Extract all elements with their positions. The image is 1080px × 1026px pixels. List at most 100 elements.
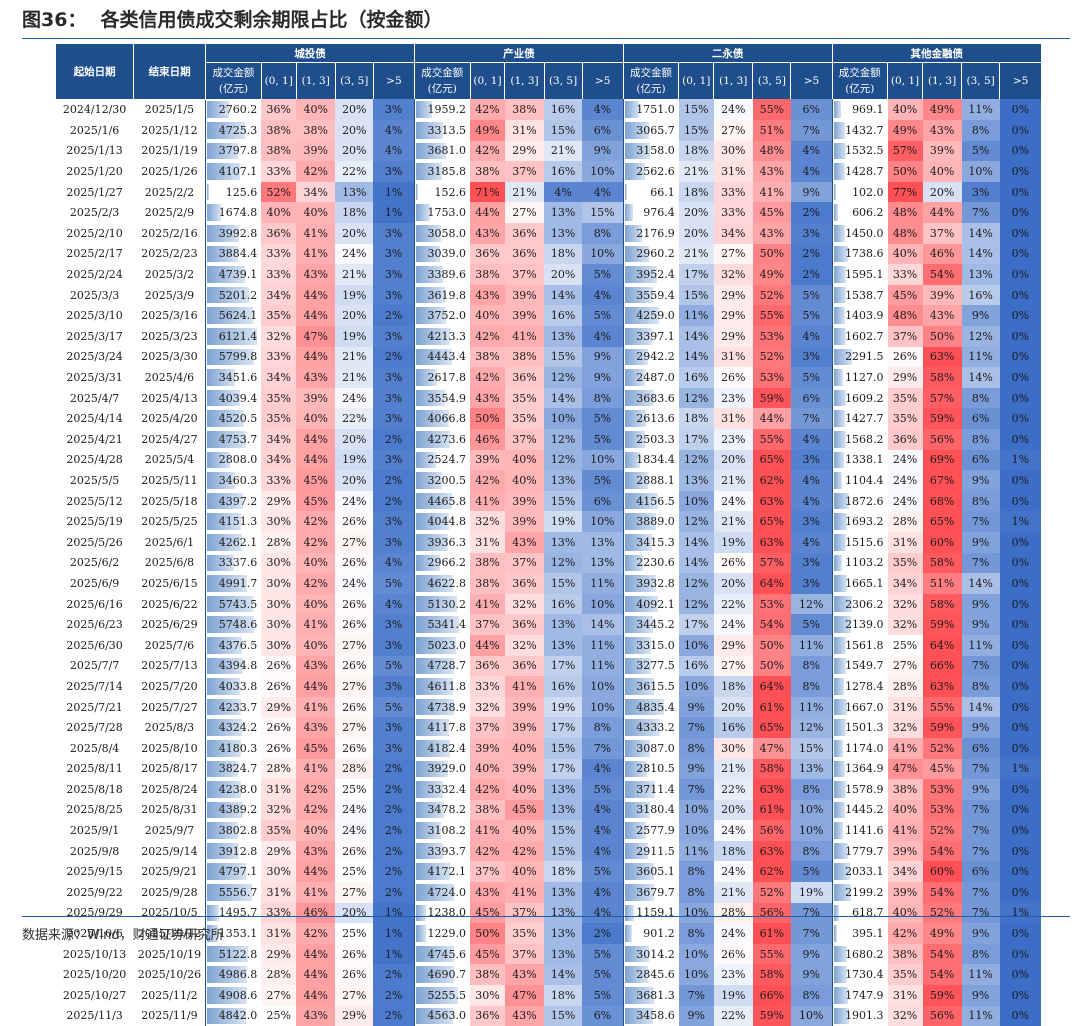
- ratio-cell: 63%: [752, 840, 791, 862]
- trade-amount: 2230.6: [622, 552, 679, 574]
- ratio-cell: 20%: [713, 696, 753, 718]
- trade-amount: 5201.2: [205, 284, 262, 306]
- end-date: 2025/9/7: [144, 824, 195, 838]
- ratio-cell: 21%: [335, 264, 374, 285]
- amount-bar: [624, 904, 635, 922]
- trade-amount: 3332.4: [413, 779, 470, 800]
- ratio-cell: 33%: [713, 181, 753, 203]
- ratio-cell: 16%: [961, 284, 1000, 306]
- trade-amount: 4520.5: [205, 408, 262, 429]
- amount-bar: [415, 266, 444, 283]
- amount-bar: [624, 801, 651, 819]
- trade-amount: 1538.7: [831, 284, 888, 306]
- header-subcol: (0, 1]: [469, 62, 505, 99]
- ratio-cell: 6%: [961, 408, 1000, 429]
- amount-bar: [415, 554, 440, 572]
- ratio-cell: 0%: [999, 799, 1041, 821]
- ratio-cell: 38%: [470, 573, 505, 594]
- ratio-cell: 20%: [335, 429, 374, 450]
- trade-amount: 4725.3: [205, 120, 262, 141]
- ratio-cell: 4%: [790, 490, 833, 512]
- amount-bar: [624, 431, 645, 448]
- ratio-cell: 31%: [887, 531, 923, 553]
- amount-value: 1595.1: [845, 268, 884, 282]
- amount-bar: [624, 533, 653, 551]
- ratio-cell: 7%: [790, 902, 833, 924]
- ratio-cell: 34%: [887, 861, 923, 883]
- start-date: 2025/1/20: [66, 165, 123, 179]
- ratio-cell: 61%: [752, 923, 791, 944]
- amount-bar: [833, 410, 846, 427]
- trade-amount: 4738.9: [413, 696, 470, 718]
- ratio-cell: 0%: [999, 840, 1041, 862]
- ratio-cell: 38%: [470, 799, 505, 821]
- ratio-cell: 32%: [261, 326, 297, 347]
- ratio-cell: 30%: [713, 737, 753, 759]
- ratio-cell: 30%: [261, 511, 297, 532]
- amount-bar: [624, 657, 652, 675]
- trade-amount: 3824.7: [205, 758, 262, 780]
- trade-amount: 2810.5: [622, 758, 679, 780]
- ratio-cell: 45%: [470, 902, 505, 924]
- ratio-cell: 3%: [961, 181, 1000, 203]
- ratio-cell: 48%: [752, 140, 791, 162]
- ratio-cell: 0%: [999, 202, 1041, 224]
- ratio-cell: 11%: [678, 305, 714, 327]
- ratio-cell: 3%: [373, 243, 415, 265]
- ratio-cell: 3%: [790, 223, 833, 244]
- amount-value: 3389.6: [427, 268, 467, 282]
- amount-value: 4611.8: [427, 679, 467, 693]
- start-date: 2025/1/6: [69, 123, 120, 137]
- ratio-cell: 27%: [887, 655, 923, 677]
- table-row: 2025/9/15 2025/9/21 4797.1 30% 44% 25% 2% 4172.…: [56, 861, 1041, 883]
- table-row: 2025/8/4 2025/8/10 4180.3 26% 45% 26% 3% 4182.4…: [56, 737, 1041, 759]
- ratio-cell: 0%: [999, 861, 1041, 883]
- amount-bar: [624, 163, 646, 180]
- amount-bar: [207, 533, 242, 551]
- ratio-cell: 0%: [999, 593, 1041, 615]
- ratio-cell: 28%: [713, 902, 753, 924]
- amount-value: 1229.0: [427, 927, 467, 941]
- trade-amount: 4033.8: [205, 676, 262, 697]
- table-row: 2025/11/3 2025/11/9 4842.0 25% 43% 29% 2% 4563.…: [56, 1005, 1041, 1026]
- amount-value: 4376.5: [218, 638, 258, 652]
- ratio-cell: 44%: [922, 202, 962, 224]
- amount-value: 5255.5: [427, 988, 467, 1002]
- ratio-cell: 27%: [713, 655, 753, 677]
- amount-bar: [833, 863, 850, 881]
- ratio-cell: 0%: [999, 161, 1041, 182]
- header-start-date: 起始日期: [54, 44, 134, 100]
- trade-amount: 4397.2: [205, 490, 262, 512]
- ratio-cell: 3%: [790, 552, 833, 574]
- table-row: 2025/4/14 2025/4/20 4520.5 35% 40% 22% 3% 4066.…: [56, 408, 1041, 429]
- ratio-cell: 20%: [713, 449, 753, 471]
- ratio-cell: 50%: [470, 923, 505, 944]
- start-date: 2025/8/11: [66, 762, 123, 776]
- ratio-cell: 43%: [922, 120, 962, 141]
- amount-bar: [624, 101, 639, 119]
- ratio-cell: 41%: [887, 820, 923, 841]
- ratio-cell: 0%: [999, 985, 1041, 1006]
- amount-bar: [207, 245, 239, 263]
- ratio-cell: 17%: [544, 717, 583, 738]
- ratio-cell: 22%: [335, 161, 374, 182]
- amount-bar: [207, 472, 236, 489]
- amount-value: 2524.7: [427, 453, 467, 467]
- trade-amount: 3605.1: [622, 861, 679, 883]
- start-date: 2025/5/19: [66, 515, 123, 529]
- start-date: 2025/5/26: [66, 535, 123, 549]
- amount-bar: [207, 369, 235, 386]
- amount-bar: [833, 678, 844, 695]
- trade-amount: 5255.5: [413, 985, 470, 1006]
- trade-amount: 4842.0: [205, 1005, 262, 1026]
- end-date: 2025/10/26: [137, 968, 202, 982]
- ratio-cell: 8%: [961, 676, 1000, 697]
- trade-amount: 4092.1: [622, 593, 679, 615]
- ratio-cell: 10%: [790, 1005, 833, 1026]
- amount-bar: [207, 307, 253, 325]
- start-date: 2025/8/4: [69, 741, 120, 755]
- ratio-cell: 38%: [296, 120, 336, 141]
- trade-amount: 5023.0: [413, 634, 470, 656]
- header-subcol: (1, 3]: [295, 62, 336, 99]
- ratio-cell: 37%: [470, 861, 505, 883]
